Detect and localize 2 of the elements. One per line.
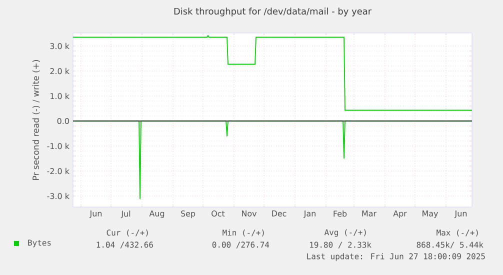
y-axis-title: Pr second read (-) / write (+)	[32, 60, 40, 180]
chart-title: Disk throughput for /dev/data/mail - by year	[174, 8, 372, 16]
